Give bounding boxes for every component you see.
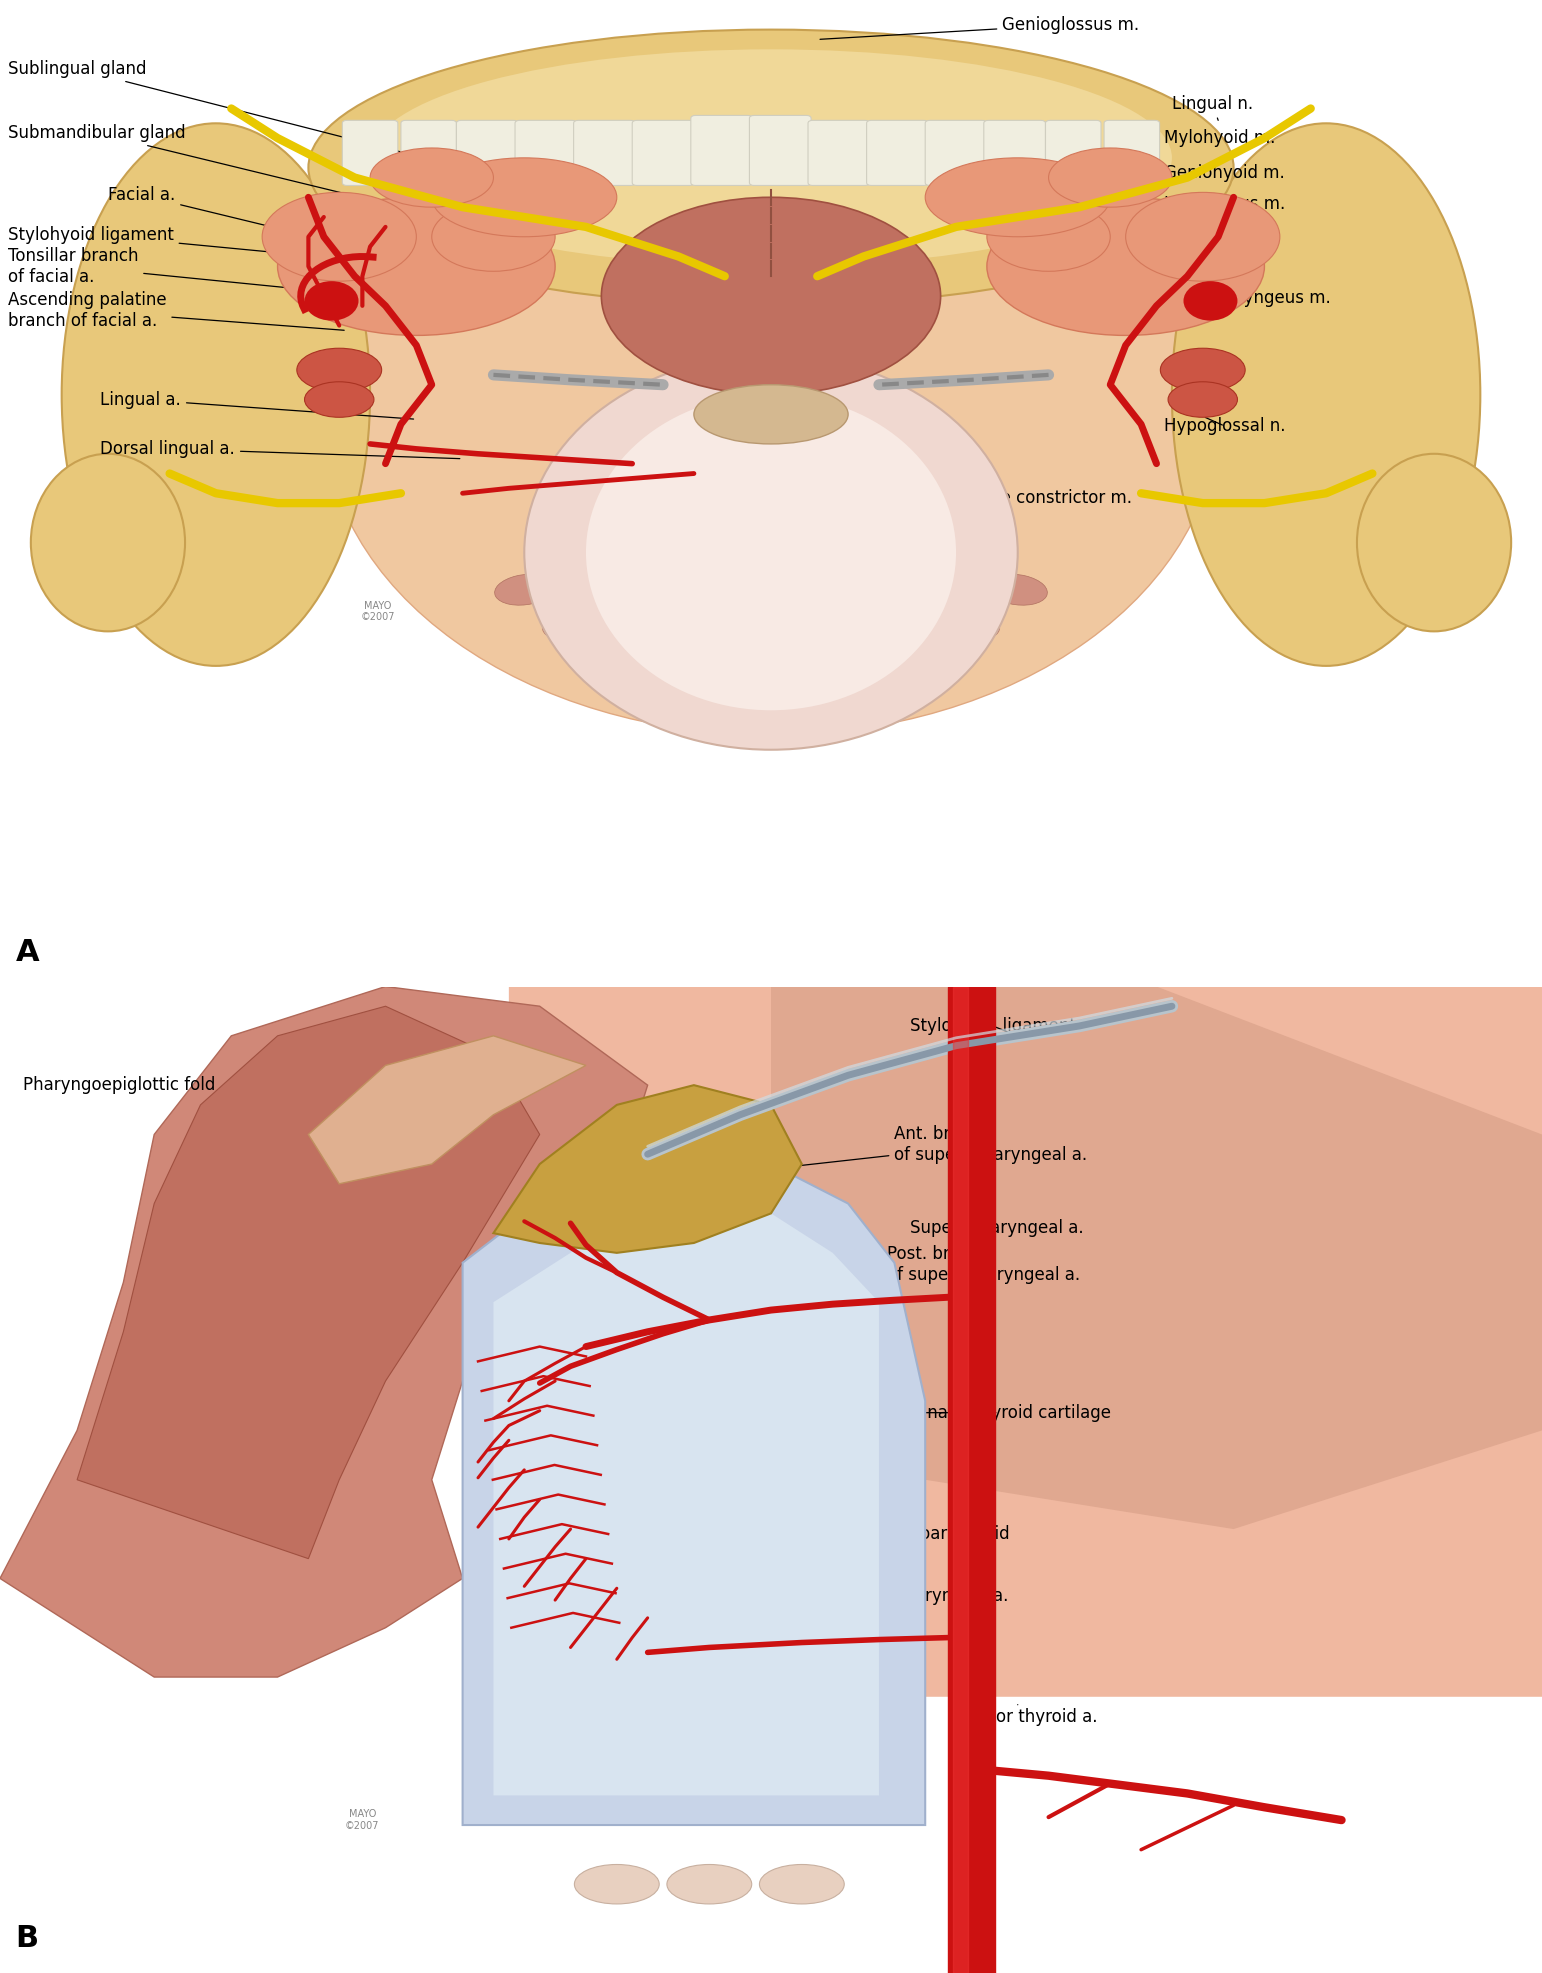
FancyBboxPatch shape — [509, 967, 1542, 1697]
Ellipse shape — [1184, 282, 1237, 322]
FancyBboxPatch shape — [1104, 120, 1160, 185]
Ellipse shape — [262, 193, 416, 280]
Text: Inferior laryngeal a.: Inferior laryngeal a. — [813, 1586, 1008, 1606]
Text: Stylohyoid ligament: Stylohyoid ligament — [910, 1016, 1076, 1036]
Text: Genioglossus m.: Genioglossus m. — [820, 16, 1140, 39]
Ellipse shape — [586, 395, 956, 710]
Text: MAYO
©2007: MAYO ©2007 — [361, 602, 395, 621]
Text: Geniohyoid m.: Geniohyoid m. — [1113, 164, 1284, 187]
Ellipse shape — [62, 122, 370, 665]
Ellipse shape — [543, 606, 598, 639]
Ellipse shape — [1049, 148, 1172, 207]
Ellipse shape — [495, 574, 555, 606]
Text: Lamina of thyroid cartilage: Lamina of thyroid cartilage — [887, 1403, 1110, 1423]
Ellipse shape — [877, 627, 927, 665]
Ellipse shape — [305, 381, 373, 418]
FancyBboxPatch shape — [749, 114, 811, 185]
FancyBboxPatch shape — [401, 120, 456, 185]
Ellipse shape — [987, 197, 1264, 335]
Text: Lingual a.: Lingual a. — [100, 391, 413, 418]
Text: Stylohyoid m.: Stylohyoid m. — [1106, 225, 1278, 247]
Ellipse shape — [759, 1864, 845, 1904]
Ellipse shape — [925, 158, 1110, 237]
Ellipse shape — [615, 627, 665, 665]
Ellipse shape — [668, 1864, 752, 1904]
Text: Hyoglossus m.: Hyoglossus m. — [1098, 195, 1286, 217]
Polygon shape — [771, 986, 1542, 1529]
Text: Post. branch
of superior laryngeal a.: Post. branch of superior laryngeal a. — [805, 1245, 1079, 1284]
Ellipse shape — [1172, 122, 1480, 665]
FancyBboxPatch shape — [984, 120, 1045, 185]
Polygon shape — [0, 986, 648, 1677]
Ellipse shape — [601, 197, 941, 395]
Text: Middle constrictor m.: Middle constrictor m. — [921, 481, 1132, 507]
Text: Digastric m.: Digastric m. — [1113, 256, 1264, 276]
FancyBboxPatch shape — [1045, 120, 1101, 185]
FancyBboxPatch shape — [867, 120, 928, 185]
Ellipse shape — [1126, 193, 1280, 280]
Ellipse shape — [1160, 347, 1246, 391]
FancyBboxPatch shape — [456, 120, 518, 185]
Ellipse shape — [1357, 454, 1511, 631]
Text: Mylohyoid m.: Mylohyoid m. — [1144, 128, 1275, 152]
Text: Sublingual gland: Sublingual gland — [8, 59, 421, 158]
Ellipse shape — [324, 93, 1218, 734]
Text: Dorsal lingual a.: Dorsal lingual a. — [100, 440, 460, 458]
Ellipse shape — [702, 639, 749, 679]
Text: Facial a.: Facial a. — [108, 185, 382, 255]
Text: Lingual n.: Lingual n. — [1172, 95, 1254, 120]
Ellipse shape — [1169, 381, 1237, 418]
Ellipse shape — [31, 454, 185, 631]
Ellipse shape — [370, 148, 493, 207]
Text: Superior laryngeal a.: Superior laryngeal a. — [910, 1219, 1084, 1237]
Text: Stylopharyngeus m.: Stylopharyngeus m. — [1144, 288, 1331, 308]
Ellipse shape — [304, 282, 358, 322]
Ellipse shape — [432, 203, 555, 272]
Ellipse shape — [987, 574, 1047, 606]
FancyBboxPatch shape — [342, 120, 398, 185]
Text: Inferior thyroid a.: Inferior thyroid a. — [953, 1705, 1098, 1726]
Ellipse shape — [987, 203, 1110, 272]
Text: B: B — [15, 1924, 39, 1953]
Text: A: A — [15, 937, 39, 967]
Polygon shape — [493, 1213, 879, 1795]
FancyBboxPatch shape — [925, 120, 987, 185]
Ellipse shape — [694, 385, 848, 444]
Text: Post. cricoarytenoid: Post. cricoarytenoid — [759, 1525, 1010, 1543]
FancyBboxPatch shape — [808, 120, 870, 185]
Ellipse shape — [308, 30, 1234, 306]
Text: Ascending palatine
branch of facial a.: Ascending palatine branch of facial a. — [8, 292, 344, 329]
Ellipse shape — [278, 197, 555, 335]
Ellipse shape — [432, 158, 617, 237]
FancyBboxPatch shape — [691, 114, 752, 185]
Ellipse shape — [296, 347, 381, 391]
Polygon shape — [77, 1006, 540, 1559]
Text: Stylohyoid ligament: Stylohyoid ligament — [8, 225, 521, 276]
Ellipse shape — [370, 49, 1172, 266]
FancyBboxPatch shape — [632, 120, 694, 185]
Ellipse shape — [524, 355, 1018, 750]
Ellipse shape — [793, 639, 840, 679]
Text: Submandibular gland: Submandibular gland — [8, 124, 406, 209]
Polygon shape — [493, 1085, 802, 1253]
Text: Hypoglossal n.: Hypoglossal n. — [1164, 416, 1286, 436]
Text: MAYO
©2007: MAYO ©2007 — [345, 1809, 379, 1831]
FancyBboxPatch shape — [574, 120, 635, 185]
Text: Ant. branch
of superior laryngeal a.: Ant. branch of superior laryngeal a. — [728, 1125, 1087, 1174]
Text: Pharyngoepiglottic fold: Pharyngoepiglottic fold — [23, 1075, 382, 1109]
Ellipse shape — [944, 606, 999, 639]
FancyBboxPatch shape — [515, 120, 577, 185]
Polygon shape — [308, 1036, 586, 1184]
Ellipse shape — [575, 1864, 660, 1904]
Text: Tonsillar branch
of facial a.: Tonsillar branch of facial a. — [8, 247, 367, 296]
Polygon shape — [463, 1164, 925, 1825]
